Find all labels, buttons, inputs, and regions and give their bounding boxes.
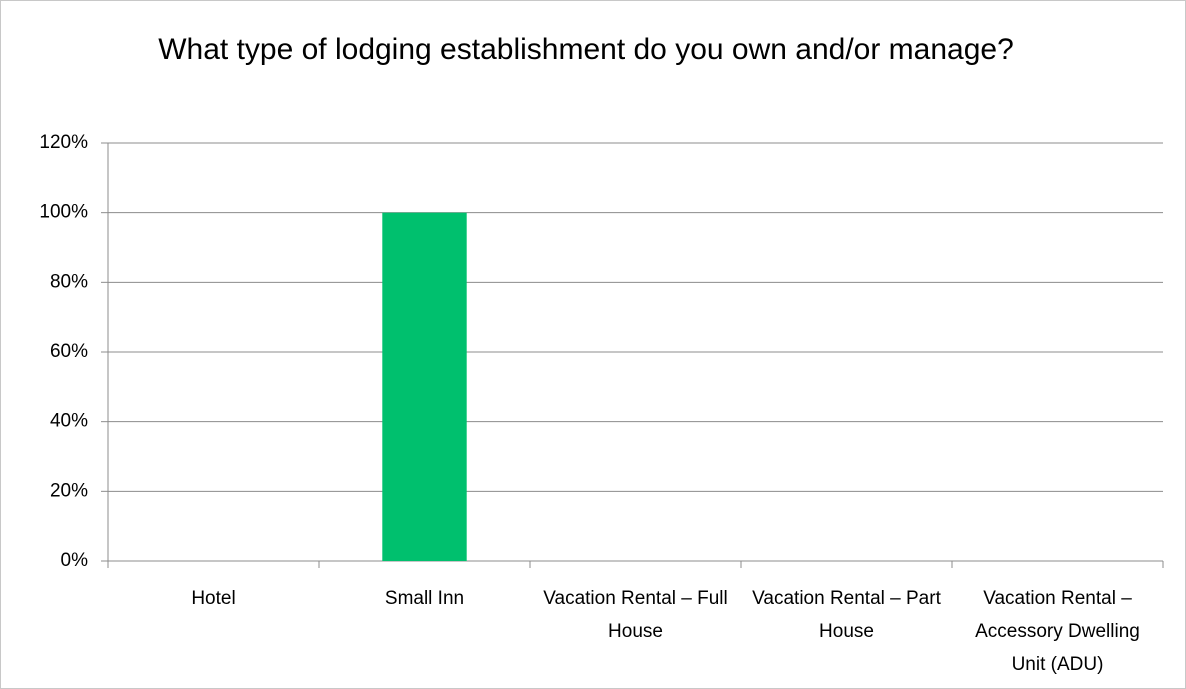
bar bbox=[382, 212, 467, 561]
x-tick-label: Vacation Rental – Accessory Dwelling Uni… bbox=[975, 588, 1140, 675]
y-tick-label: 80% bbox=[50, 271, 88, 292]
y-tick-label: 40% bbox=[50, 411, 88, 432]
chart-title: What type of lodging establishment do yo… bbox=[158, 33, 1014, 66]
y-tick-label: 20% bbox=[50, 480, 88, 501]
y-tick-label: 100% bbox=[39, 202, 88, 223]
y-tick-label: 60% bbox=[50, 341, 88, 362]
y-tick-label: 0% bbox=[61, 550, 89, 571]
x-tick-label: Hotel bbox=[191, 588, 236, 609]
x-tick-label: Vacation Rental – Full House bbox=[543, 588, 728, 642]
x-tick-label: Vacation Rental – Part House bbox=[752, 588, 941, 642]
x-tick-label: Small Inn bbox=[384, 588, 465, 609]
y-tick-label: 120% bbox=[39, 132, 88, 153]
